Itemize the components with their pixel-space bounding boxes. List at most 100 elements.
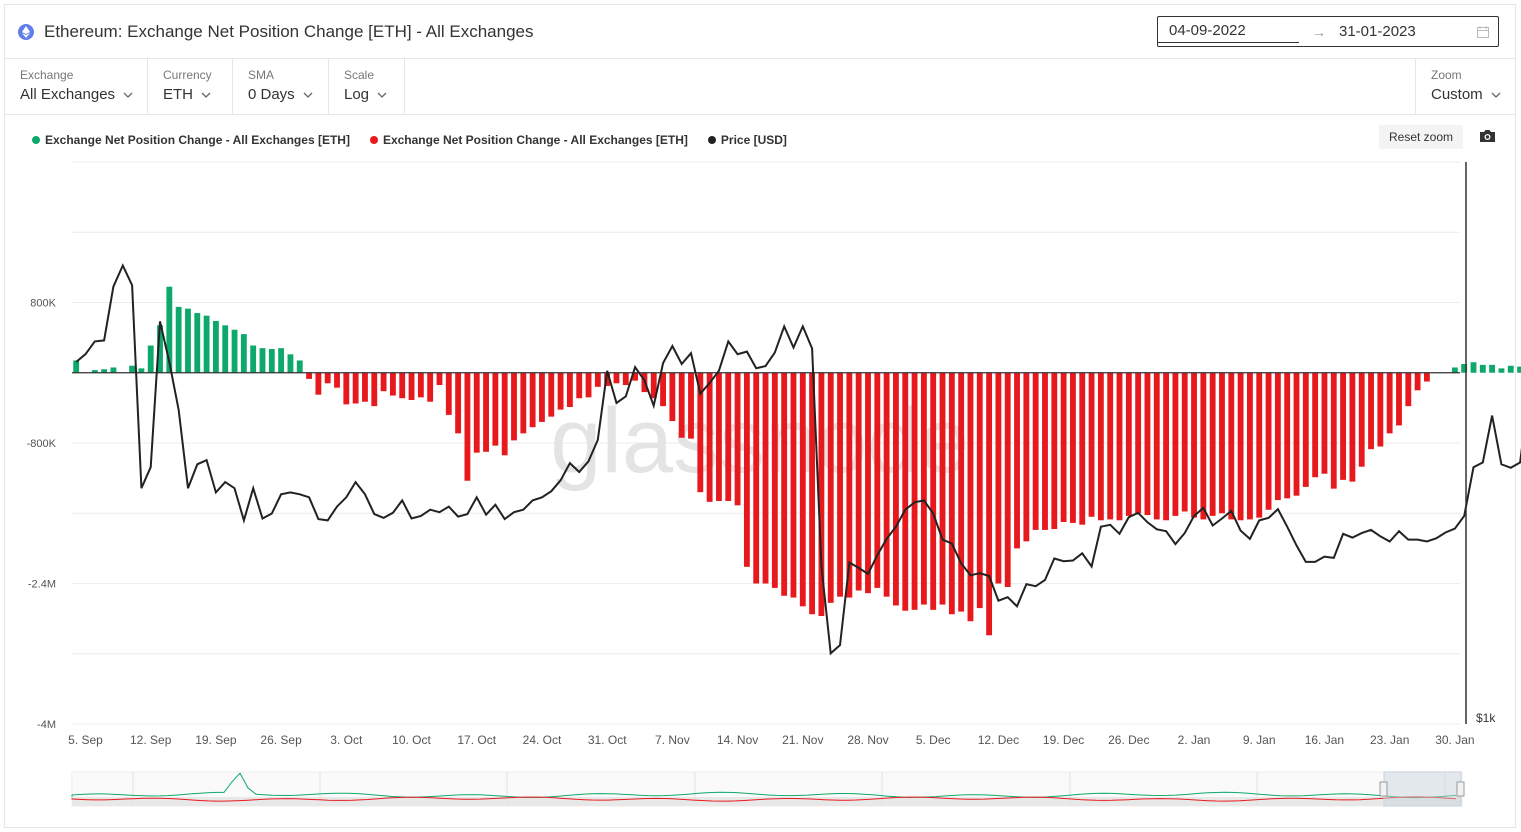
- bar-outflow: [483, 372, 489, 452]
- chart-header: Ethereum: Exchange Net Position Change […: [18, 18, 533, 46]
- bar-outflow: [389, 372, 396, 396]
- sma-select[interactable]: SMA 0 Days: [233, 59, 329, 114]
- x-axis-tick-label: 30. Jan: [1435, 733, 1474, 747]
- bar-inflow: [287, 354, 294, 373]
- bar-outflow: [855, 372, 862, 591]
- x-axis-tick-label: 23. Jan: [1370, 733, 1409, 747]
- y-axis-tick-label: -2.4M: [28, 579, 56, 591]
- bar-outflow: [501, 372, 508, 456]
- scale-select[interactable]: Scale Log: [329, 59, 405, 114]
- bar-outflow: [678, 372, 685, 438]
- x-axis-tick-label: 10. Oct: [392, 733, 431, 747]
- bar-inflow: [185, 308, 191, 373]
- camera-icon[interactable]: [1479, 129, 1496, 143]
- bar-inflow: [296, 360, 303, 373]
- bar-outflow: [911, 372, 918, 610]
- bar-outflow: [1405, 372, 1412, 407]
- date-from-input[interactable]: 04-09-2022: [1158, 20, 1299, 43]
- bar-outflow: [1070, 372, 1076, 523]
- bar-outflow: [734, 372, 741, 506]
- y-right-tick-label: $1k: [1476, 711, 1496, 725]
- bar-inflow: [1470, 362, 1477, 373]
- bar-outflow: [362, 372, 368, 402]
- bar-outflow: [1116, 372, 1123, 521]
- date-range-picker[interactable]: 04-09-2022 → 31-01-2023: [1157, 16, 1499, 47]
- bar-outflow: [781, 372, 788, 596]
- bar-outflow: [1312, 372, 1319, 478]
- bar-outflow: [958, 372, 965, 612]
- legend-item-outflow[interactable]: Exchange Net Position Change - All Excha…: [369, 133, 688, 147]
- bar-outflow: [1256, 372, 1263, 518]
- bar-outflow: [585, 372, 592, 398]
- bar-outflow: [874, 372, 881, 588]
- bar-outflow: [1368, 372, 1374, 450]
- bar-outflow: [492, 372, 499, 446]
- legend-item-inflow[interactable]: Exchange Net Position Change - All Excha…: [32, 133, 350, 147]
- currency-select[interactable]: Currency ETH: [148, 59, 233, 114]
- bar-outflow: [1079, 372, 1086, 525]
- x-axis-tick-label: 21. Nov: [782, 733, 823, 747]
- reset-zoom-button[interactable]: Reset zoom: [1379, 125, 1463, 149]
- bar-outflow: [1321, 372, 1328, 474]
- bar-outflow: [790, 372, 797, 598]
- bar-outflow: [445, 372, 452, 415]
- bar-outflow: [427, 372, 434, 402]
- bar-inflow: [250, 345, 257, 373]
- legend-item-price[interactable]: Price [USD]: [707, 133, 787, 147]
- date-arrow: →: [1312, 23, 1326, 40]
- bar-outflow: [343, 372, 350, 405]
- bar-outflow: [809, 372, 816, 615]
- x-axis-tick-label: 16. Jan: [1305, 733, 1344, 747]
- navigator-handle-left[interactable]: [1379, 781, 1388, 797]
- bar-outflow: [1349, 372, 1356, 482]
- x-axis-tick-label: 31. Oct: [588, 733, 627, 747]
- chart-panel: [4, 4, 1516, 828]
- calendar-icon[interactable]: [1468, 25, 1498, 38]
- watermark: glassnode: [550, 390, 969, 492]
- bar-outflow: [455, 372, 462, 434]
- x-axis-tick-label: 3. Oct: [330, 733, 363, 747]
- bar-inflow: [203, 315, 210, 373]
- bar-outflow: [594, 372, 601, 387]
- bar-inflow: [1498, 368, 1505, 373]
- bar-outflow: [1237, 372, 1244, 521]
- bar-outflow: [660, 372, 666, 407]
- bar-inflow: [175, 306, 182, 373]
- exchange-label: Exchange: [20, 68, 74, 82]
- bar-outflow: [902, 372, 909, 611]
- bar-outflow: [1209, 372, 1216, 516]
- exchange-select[interactable]: Exchange All Exchanges: [5, 59, 148, 114]
- bar-outflow: [865, 372, 871, 594]
- navigator-handle-right[interactable]: [1456, 781, 1465, 797]
- chevron-down-icon: [1491, 92, 1501, 98]
- bar-outflow: [827, 372, 834, 603]
- bar-outflow: [837, 372, 843, 597]
- x-axis-tick-label: 19. Dec: [1043, 733, 1084, 747]
- scale-label: Scale: [344, 68, 375, 82]
- bar-outflow: [1097, 372, 1104, 521]
- navigator-selection[interactable]: [1383, 771, 1462, 807]
- date-to-input[interactable]: 31-01-2023: [1339, 23, 1416, 40]
- bar-outflow: [995, 372, 1002, 584]
- x-axis-tick-label: 12. Sep: [130, 733, 172, 747]
- x-axis-tick-label: 14. Nov: [717, 733, 758, 747]
- bar-inflow: [166, 286, 173, 373]
- bar-outflow: [1014, 372, 1020, 549]
- legend-dot: [32, 136, 40, 144]
- bar-outflow: [539, 372, 545, 422]
- zoom-select[interactable]: Zoom Custom: [1415, 59, 1515, 114]
- bar-inflow: [1451, 367, 1458, 373]
- bar-outflow: [511, 372, 517, 441]
- bar-outflow: [1051, 372, 1058, 530]
- x-axis-tick-label: 19. Sep: [195, 733, 237, 747]
- bar-outflow: [371, 372, 378, 407]
- bar-outflow: [408, 372, 415, 400]
- legend-label: Exchange Net Position Change - All Excha…: [45, 133, 350, 147]
- bar-inflow: [194, 313, 201, 373]
- bar-outflow: [1135, 372, 1142, 514]
- currency-label: Currency: [163, 68, 212, 82]
- bar-outflow: [1191, 372, 1197, 518]
- bar-inflow: [1489, 364, 1496, 373]
- bar-outflow: [1107, 372, 1114, 520]
- chart-legend: Exchange Net Position Change - All Excha…: [32, 133, 807, 147]
